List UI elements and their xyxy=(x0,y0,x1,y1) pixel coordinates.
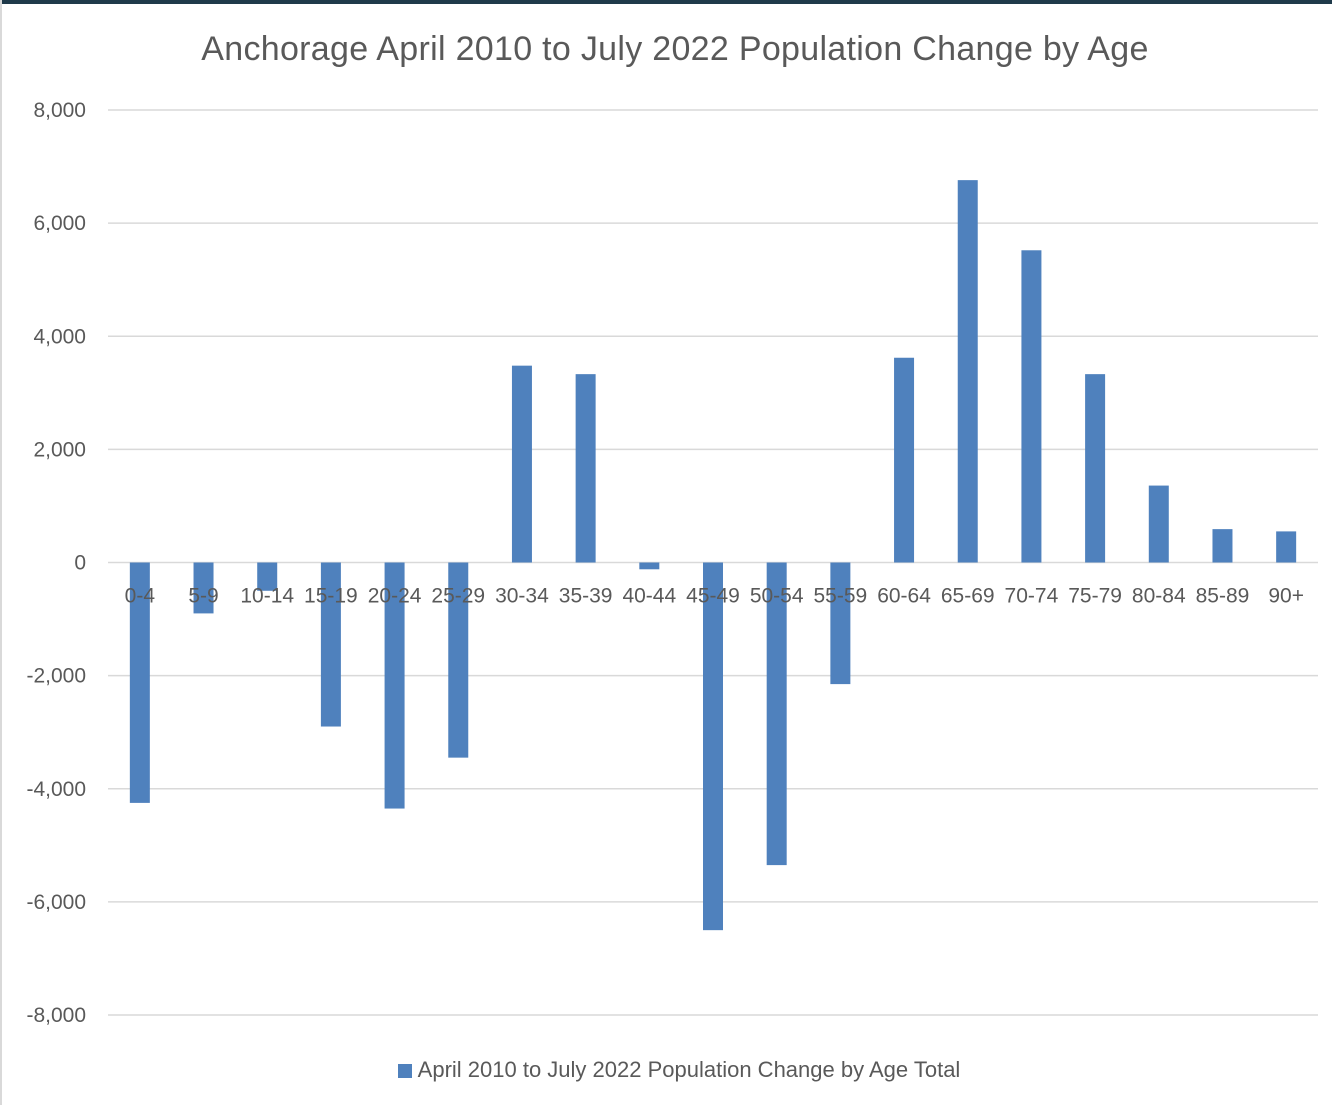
bar-10-14 xyxy=(257,562,278,591)
bar-75-79 xyxy=(1085,374,1106,563)
x-tick-label: 0-4 xyxy=(125,585,156,608)
window-top-border xyxy=(0,0,1332,4)
y-tick-label: -4,000 xyxy=(26,778,86,801)
bar-35-39 xyxy=(575,374,596,563)
x-tick-label: 50-54 xyxy=(750,585,804,608)
chart-title: Anchorage April 2010 to July 2022 Popula… xyxy=(201,30,1149,68)
x-tick-label: 25-29 xyxy=(431,585,485,608)
x-tick-label: 70-74 xyxy=(1005,585,1059,608)
bar-55-59 xyxy=(830,562,851,685)
x-tick-label: 65-69 xyxy=(941,585,995,608)
y-axis-ticks: 8,000 6,000 4,000 2,000 0 -2,000 -4,000 -6,000 -… xyxy=(26,99,86,1027)
bar-5-9 xyxy=(193,562,214,614)
y-tick-label: -2,000 xyxy=(26,665,86,688)
x-tick-label: 30-34 xyxy=(495,585,549,608)
bar-0-4 xyxy=(129,562,150,803)
x-axis-ticks: 0-4 5-9 10-14 15-19 20-24 25-29 30-34 35-39 40-4… xyxy=(125,585,1304,608)
y-tick-label: 0 xyxy=(74,552,86,575)
bar-25-29 xyxy=(448,562,469,758)
bar-90+ xyxy=(1276,531,1297,563)
x-tick-label: 85-89 xyxy=(1196,585,1250,608)
bars xyxy=(129,180,1297,931)
x-tick-label: 55-59 xyxy=(814,585,868,608)
bar-40-44 xyxy=(639,562,660,570)
x-tick-label: 80-84 xyxy=(1132,585,1186,608)
x-tick-label: 10-14 xyxy=(240,585,294,608)
bar-70-74 xyxy=(1021,250,1042,563)
bar-20-24 xyxy=(384,562,405,809)
x-tick-label: 35-39 xyxy=(559,585,613,608)
x-tick-label: 90+ xyxy=(1268,585,1304,608)
window-left-border xyxy=(0,0,2,1105)
x-tick-label: 75-79 xyxy=(1068,585,1122,608)
bar-80-84 xyxy=(1148,485,1169,563)
bar-15-19 xyxy=(320,562,341,727)
legend-label: April 2010 to July 2022 Population Chang… xyxy=(417,1057,961,1082)
y-tick-label: -6,000 xyxy=(26,891,86,914)
x-tick-label: 60-64 xyxy=(877,585,931,608)
y-tick-label: 6,000 xyxy=(33,212,86,235)
bar-65-69 xyxy=(957,180,978,563)
y-tick-label: 2,000 xyxy=(33,438,86,461)
y-tick-label: 8,000 xyxy=(33,99,86,122)
x-tick-label: 5-9 xyxy=(188,585,218,608)
chart-legend: April 2010 to July 2022 Population Chang… xyxy=(0,1057,1332,1083)
bar-60-64 xyxy=(894,357,915,563)
legend-swatch xyxy=(397,1064,412,1078)
x-tick-label: 40-44 xyxy=(622,585,676,608)
x-tick-label: 20-24 xyxy=(368,585,422,608)
x-tick-label: 45-49 xyxy=(686,585,740,608)
bar-30-34 xyxy=(511,365,532,563)
bar-50-54 xyxy=(766,562,787,866)
bar-45-49 xyxy=(703,562,723,931)
y-tick-label: -8,000 xyxy=(26,1004,86,1027)
x-tick-label: 15-19 xyxy=(304,585,358,608)
y-tick-label: 4,000 xyxy=(33,325,86,348)
bar-85-89 xyxy=(1212,529,1233,563)
